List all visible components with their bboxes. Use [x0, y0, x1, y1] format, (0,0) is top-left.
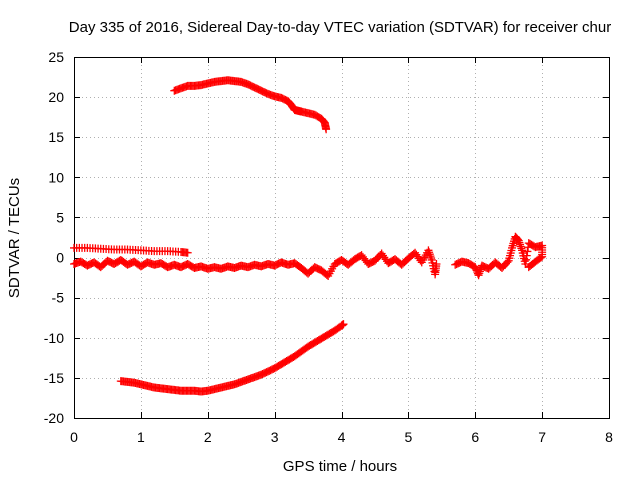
- data-point: [516, 242, 525, 251]
- data-point: [517, 244, 526, 253]
- x-axis-label: GPS time / hours: [283, 458, 397, 475]
- y-tick-label: 25: [48, 49, 64, 65]
- y-tick-label: 20: [48, 89, 64, 105]
- y-tick-label: 0: [56, 250, 64, 266]
- series-near-zero-band: [70, 246, 441, 281]
- data-point: [513, 235, 522, 244]
- x-tick-label: 2: [204, 429, 212, 445]
- y-tick-label: 10: [48, 169, 64, 185]
- data-point: [523, 247, 532, 256]
- data-point: [526, 262, 535, 271]
- data-point: [183, 248, 192, 257]
- y-axis-label: SDTVAR / TECUs: [6, 178, 23, 298]
- data-point: [322, 125, 331, 134]
- data-point: [522, 251, 531, 260]
- series-near-zero-late: [451, 232, 547, 280]
- data-point: [425, 248, 434, 257]
- data-point: [524, 263, 533, 272]
- y-tick-label: 5: [56, 209, 64, 225]
- x-tick-label: 8: [605, 429, 613, 445]
- data-layer: [70, 76, 547, 396]
- series-upper-arc: [170, 76, 331, 134]
- series-near-zero-top: [70, 243, 192, 257]
- series-lower-arc: [116, 320, 348, 396]
- x-tick-label: 7: [538, 429, 546, 445]
- data-point: [474, 271, 483, 280]
- data-point: [426, 252, 435, 261]
- y-tick-label: 15: [48, 129, 64, 145]
- x-tick-label: 5: [404, 429, 412, 445]
- data-point: [522, 255, 531, 264]
- data-point: [475, 269, 484, 278]
- y-tick-label: -5: [52, 290, 65, 306]
- data-point: [516, 240, 525, 249]
- ticks-layer: 0 1 2 3 4 5 6 7 8 -20 -15 -10 -5 0 5 10 15 20 25: [44, 49, 613, 445]
- y-tick-label: -15: [44, 370, 64, 386]
- grid-layer: [74, 57, 609, 418]
- data-point: [514, 236, 523, 245]
- chart-title: Day 335 of 2016, Sidereal Day-to-day VTE…: [69, 19, 611, 36]
- data-point: [424, 246, 433, 255]
- data-point: [515, 238, 524, 247]
- x-tick-label: 1: [137, 429, 145, 445]
- data-point: [475, 267, 484, 276]
- x-tick-label: 4: [338, 429, 346, 445]
- x-tick-label: 6: [471, 429, 479, 445]
- data-point: [425, 250, 434, 259]
- data-point: [339, 320, 348, 329]
- y-tick-label: -20: [44, 410, 64, 426]
- y-tick-label: -10: [44, 330, 64, 346]
- data-point: [427, 254, 436, 263]
- x-tick-label: 0: [70, 429, 78, 445]
- data-point: [503, 258, 512, 267]
- data-point: [432, 259, 441, 268]
- x-tick-label: 3: [271, 429, 279, 445]
